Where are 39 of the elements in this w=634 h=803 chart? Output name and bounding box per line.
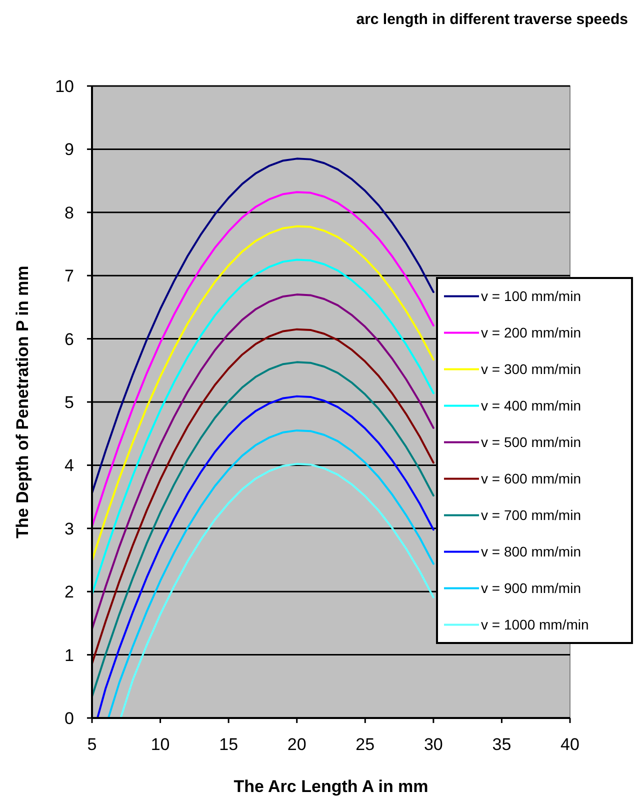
y-tick-label: 10 [55,76,74,96]
y-axis-title: The Depth of Penetration P in mm [13,266,32,538]
line-series [91,361,434,698]
legend-label: v = 600 mm/min [481,470,581,487]
x-tick-label: 35 [492,735,512,754]
y-tick-label: 1 [64,646,74,665]
y-tick-label: 6 [64,330,74,349]
legend-label: v = 1000 mm/min [481,616,589,633]
line-series [91,191,434,528]
x-tick-label: 5 [87,735,97,754]
x-tick-label: 10 [150,735,170,754]
legend-label: v = 300 mm/min [481,361,581,378]
y-tick-label: 4 [64,456,74,476]
legend-label: v = 100 mm/min [481,288,581,304]
legend-label: v = 900 mm/min [481,580,581,596]
chart-title: arc length in different traverse speeds [356,11,628,28]
line-series [91,258,434,596]
legend-label: v = 500 mm/min [481,434,581,450]
y-tick-label: 0 [64,708,74,728]
x-tick-label: 15 [219,735,238,754]
line-series [91,294,434,630]
y-tick-label: 7 [64,266,74,286]
legend-label: v = 700 mm/min [481,507,581,524]
y-tick-label: 2 [64,582,74,602]
y-tick-label: 9 [64,140,74,160]
y-tick-label: 8 [64,203,74,222]
line-series [91,158,434,494]
x-tick-label: 30 [424,735,443,754]
x-tick-label: 25 [356,735,375,754]
x-tick-label: 20 [287,735,306,754]
legend-label: v = 200 mm/min [481,324,581,341]
y-tick-label: 5 [64,392,74,412]
line-series [91,225,434,562]
x-axis-title: The Arc Length A in mm [234,777,428,796]
line-series [91,328,434,665]
legend-label: v = 800 mm/min [481,544,581,560]
y-tick-label: 3 [64,519,74,538]
legend-label: v = 400 mm/min [481,398,581,414]
x-tick-label: 40 [560,735,580,754]
